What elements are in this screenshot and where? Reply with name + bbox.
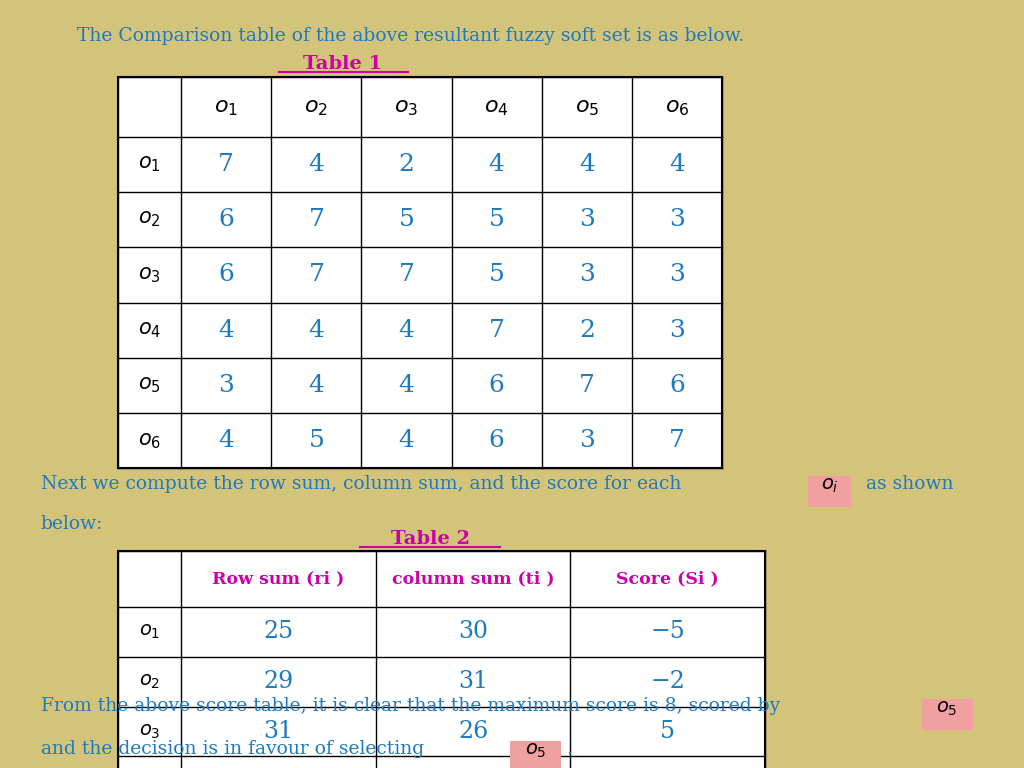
FancyBboxPatch shape [510, 741, 561, 768]
FancyBboxPatch shape [922, 699, 973, 730]
Text: 5: 5 [488, 208, 505, 231]
Text: $o_{3}$: $o_{3}$ [139, 723, 160, 740]
Text: 6: 6 [488, 429, 505, 452]
Text: 6: 6 [669, 374, 685, 397]
Text: 4: 4 [669, 153, 685, 176]
Text: 25: 25 [263, 621, 294, 643]
Text: Row sum (ri ): Row sum (ri ) [212, 571, 345, 588]
Text: 2: 2 [579, 319, 595, 342]
Text: 4: 4 [398, 429, 415, 452]
Text: Next we compute the row sum, column sum, and the score for each: Next we compute the row sum, column sum,… [41, 475, 687, 492]
Text: $o_5$: $o_5$ [937, 700, 957, 718]
Text: $o_{1}$: $o_{1}$ [138, 154, 161, 174]
Text: 30: 30 [458, 621, 488, 643]
Text: .: . [566, 740, 572, 757]
Text: 4: 4 [218, 429, 234, 452]
Text: as shown: as shown [860, 475, 953, 492]
Text: 3: 3 [669, 208, 685, 231]
Text: $o_{2}$: $o_{2}$ [304, 96, 329, 118]
Text: 7: 7 [308, 208, 325, 231]
Text: −5: −5 [650, 621, 685, 643]
Text: 7: 7 [579, 374, 595, 397]
Text: 7: 7 [488, 319, 505, 342]
Text: 4: 4 [218, 319, 234, 342]
Text: $o_{6}$: $o_{6}$ [138, 431, 161, 451]
FancyBboxPatch shape [118, 77, 722, 468]
Text: 2: 2 [398, 153, 415, 176]
Text: $o_{3}$: $o_{3}$ [138, 265, 161, 285]
Text: $o_{2}$: $o_{2}$ [139, 673, 160, 690]
Text: Score (Si ): Score (Si ) [616, 571, 719, 588]
Text: The Comparison table of the above resultant fuzzy soft set is as below.: The Comparison table of the above result… [77, 27, 744, 45]
FancyBboxPatch shape [118, 551, 765, 768]
Text: $o_{5}$: $o_{5}$ [138, 376, 161, 396]
Text: $o_{1}$: $o_{1}$ [214, 96, 239, 118]
Text: 4: 4 [488, 153, 505, 176]
Text: 4: 4 [308, 153, 325, 176]
Text: 6: 6 [218, 263, 234, 286]
Text: From the above score table, it is clear that the maximum score is 8, scored by: From the above score table, it is clear … [41, 697, 786, 715]
Text: $o_{6}$: $o_{6}$ [665, 96, 689, 118]
Text: −2: −2 [650, 670, 685, 693]
Text: 4: 4 [579, 153, 595, 176]
Text: $o_i$: $o_i$ [820, 477, 839, 495]
Text: 4: 4 [308, 319, 325, 342]
Text: 7: 7 [669, 429, 685, 452]
Text: $o_{3}$: $o_{3}$ [394, 96, 419, 118]
Text: Table 1: Table 1 [303, 55, 383, 73]
Text: and the decision is in favour of selecting: and the decision is in favour of selecti… [41, 740, 430, 757]
Text: 3: 3 [669, 263, 685, 286]
Text: $o_5$: $o_5$ [525, 742, 546, 760]
Text: 3: 3 [669, 319, 685, 342]
Text: 5: 5 [398, 208, 415, 231]
Text: 6: 6 [218, 208, 234, 231]
Text: 7: 7 [308, 263, 325, 286]
Text: below:: below: [41, 515, 103, 532]
Text: 5: 5 [660, 720, 675, 743]
Text: 3: 3 [218, 374, 234, 397]
Text: 4: 4 [398, 319, 415, 342]
Text: Table 2: Table 2 [390, 530, 470, 548]
Text: 7: 7 [398, 263, 415, 286]
Text: 5: 5 [308, 429, 325, 452]
Text: $o_{4}$: $o_{4}$ [484, 96, 509, 118]
Text: 26: 26 [458, 720, 488, 743]
Text: 3: 3 [579, 429, 595, 452]
Text: 31: 31 [458, 670, 488, 693]
Text: 7: 7 [218, 153, 234, 176]
Text: 31: 31 [263, 720, 294, 743]
Text: $o_{5}$: $o_{5}$ [574, 96, 599, 118]
Text: 4: 4 [398, 374, 415, 397]
Text: 4: 4 [308, 374, 325, 397]
Text: 3: 3 [579, 263, 595, 286]
Text: $o_{4}$: $o_{4}$ [138, 320, 161, 340]
Text: column sum (ti ): column sum (ti ) [392, 571, 554, 588]
Text: 3: 3 [579, 208, 595, 231]
Text: 29: 29 [263, 670, 294, 693]
Text: $o_{1}$: $o_{1}$ [139, 623, 160, 641]
Text: 5: 5 [488, 263, 505, 286]
Text: $o_{2}$: $o_{2}$ [138, 210, 161, 230]
FancyBboxPatch shape [808, 476, 851, 507]
Text: 6: 6 [488, 374, 505, 397]
